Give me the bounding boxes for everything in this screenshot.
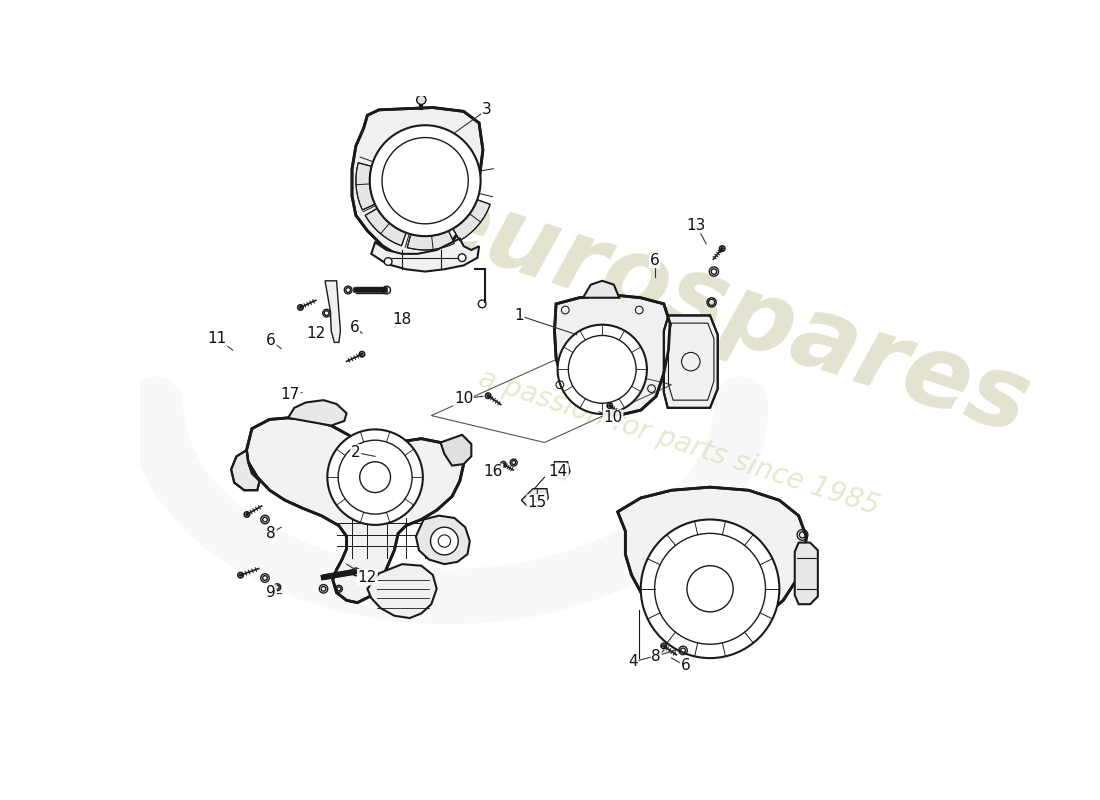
Circle shape xyxy=(430,527,459,555)
Text: 10: 10 xyxy=(604,410,623,426)
Circle shape xyxy=(641,519,779,658)
Polygon shape xyxy=(583,281,619,298)
Circle shape xyxy=(558,325,647,414)
Circle shape xyxy=(663,645,664,647)
Polygon shape xyxy=(372,238,480,271)
Polygon shape xyxy=(365,209,406,246)
Polygon shape xyxy=(407,231,454,250)
Polygon shape xyxy=(521,489,548,508)
Polygon shape xyxy=(618,487,806,626)
Text: 15: 15 xyxy=(527,495,547,510)
Text: 16: 16 xyxy=(483,464,503,479)
Text: 11: 11 xyxy=(208,331,227,346)
Polygon shape xyxy=(553,462,570,479)
Text: a passion for parts since 1985: a passion for parts since 1985 xyxy=(475,364,883,521)
Polygon shape xyxy=(326,281,341,342)
Text: 6: 6 xyxy=(350,319,360,334)
Polygon shape xyxy=(664,315,717,408)
Polygon shape xyxy=(246,418,464,602)
Text: 12: 12 xyxy=(306,326,326,341)
Text: 2: 2 xyxy=(351,445,361,460)
Circle shape xyxy=(240,574,242,576)
Circle shape xyxy=(370,126,481,236)
Circle shape xyxy=(361,354,363,355)
Text: 3: 3 xyxy=(482,102,492,118)
Polygon shape xyxy=(352,107,483,262)
Circle shape xyxy=(328,430,422,525)
Circle shape xyxy=(299,306,301,309)
Circle shape xyxy=(487,395,490,397)
Text: 8: 8 xyxy=(266,526,276,541)
Text: 14: 14 xyxy=(549,464,568,479)
Circle shape xyxy=(722,248,723,250)
Text: 8: 8 xyxy=(651,649,661,664)
Text: 10: 10 xyxy=(454,391,473,406)
Polygon shape xyxy=(367,564,437,618)
Polygon shape xyxy=(356,162,375,210)
Circle shape xyxy=(417,95,426,105)
Polygon shape xyxy=(554,294,670,415)
Polygon shape xyxy=(288,400,346,426)
Text: 6: 6 xyxy=(650,253,660,267)
Circle shape xyxy=(246,514,248,515)
Polygon shape xyxy=(794,542,818,604)
Circle shape xyxy=(459,254,466,262)
Text: eurospares: eurospares xyxy=(409,168,1042,455)
Text: 13: 13 xyxy=(686,218,706,233)
Circle shape xyxy=(609,405,611,406)
Text: 6: 6 xyxy=(681,658,691,674)
Text: 17: 17 xyxy=(280,387,300,402)
Circle shape xyxy=(503,463,504,465)
Polygon shape xyxy=(440,435,472,466)
Text: 18: 18 xyxy=(393,312,411,326)
Circle shape xyxy=(384,258,392,266)
Polygon shape xyxy=(231,450,260,490)
Polygon shape xyxy=(416,516,470,564)
Text: 1: 1 xyxy=(515,308,524,323)
Text: 9: 9 xyxy=(266,585,276,600)
Text: 6: 6 xyxy=(266,334,276,348)
Text: 12: 12 xyxy=(358,570,377,585)
Polygon shape xyxy=(453,200,491,241)
Text: 4: 4 xyxy=(628,654,638,670)
